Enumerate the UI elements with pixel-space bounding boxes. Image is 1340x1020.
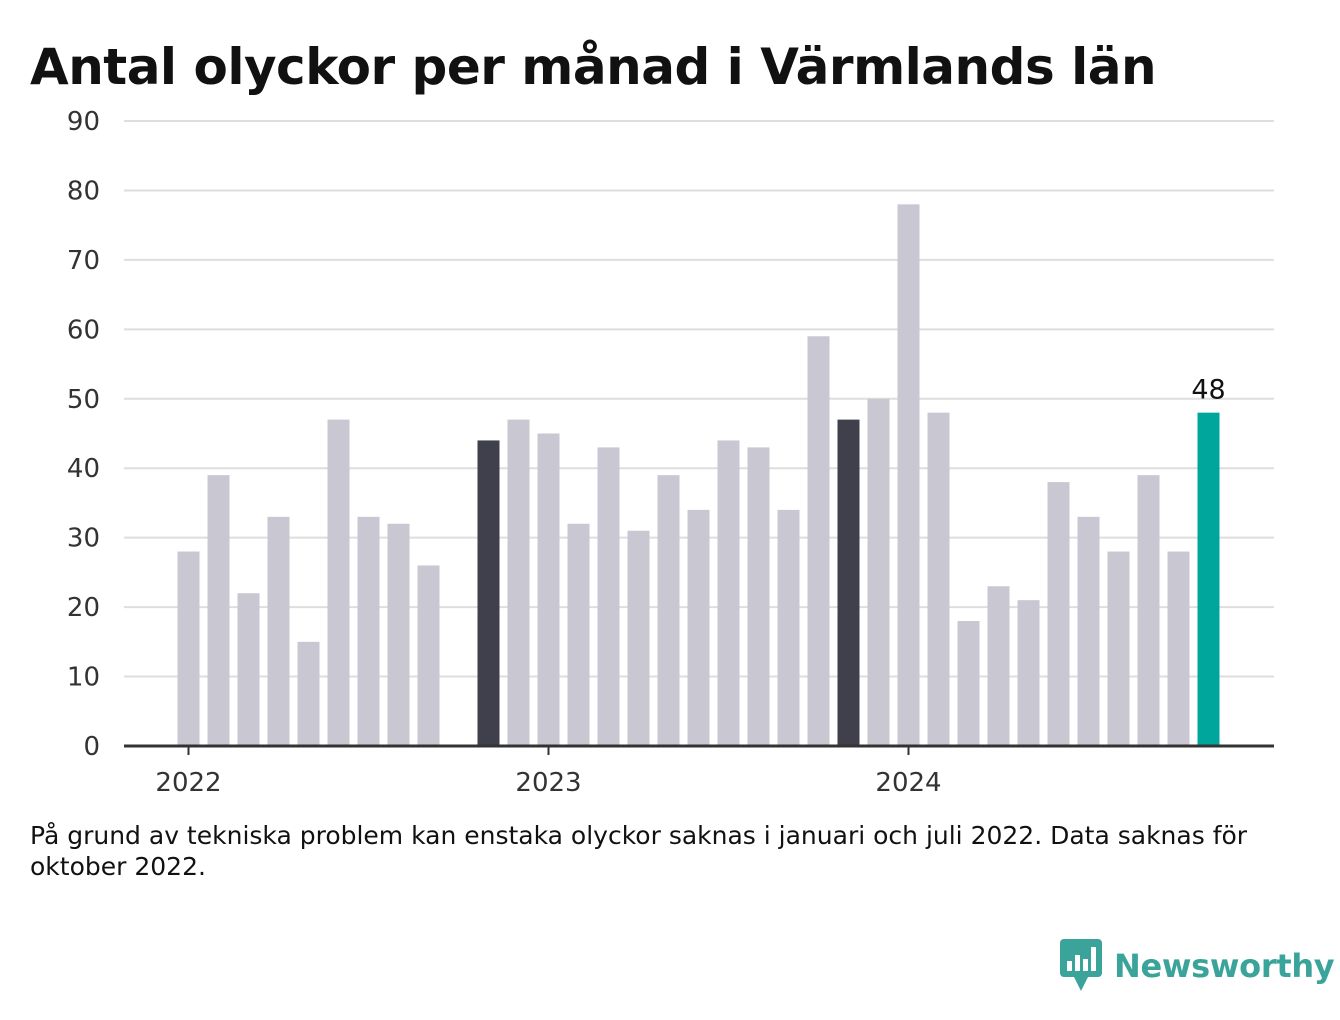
bar bbox=[537, 433, 560, 746]
bar bbox=[837, 419, 860, 746]
y-tick-label: 30 bbox=[67, 524, 100, 554]
bar bbox=[237, 593, 260, 746]
bar bbox=[807, 336, 830, 746]
bar bbox=[417, 565, 440, 746]
y-tick-label: 40 bbox=[67, 454, 100, 484]
bar bbox=[987, 586, 1010, 746]
bar bbox=[387, 523, 410, 746]
y-tick-label: 90 bbox=[67, 107, 100, 137]
data-label: 48 bbox=[1191, 375, 1225, 406]
y-tick-label: 0 bbox=[83, 732, 100, 762]
bar bbox=[777, 509, 800, 746]
bar bbox=[357, 516, 380, 746]
bar bbox=[297, 641, 320, 746]
bar bbox=[1017, 600, 1040, 746]
bar bbox=[1137, 475, 1160, 746]
bar bbox=[687, 509, 710, 746]
bar bbox=[897, 204, 920, 747]
y-tick-label: 20 bbox=[67, 593, 100, 623]
chart-title: Antal olyckor per månad i Värmlands län bbox=[30, 38, 1157, 96]
bar bbox=[1167, 551, 1190, 746]
y-tick-label: 50 bbox=[67, 385, 100, 415]
bar bbox=[657, 475, 680, 746]
bar bbox=[1197, 412, 1220, 746]
x-tick-label: 2023 bbox=[515, 768, 581, 798]
newsworthy-logo-icon bbox=[1060, 939, 1102, 991]
bar bbox=[1107, 551, 1130, 746]
bar bbox=[717, 440, 740, 746]
newsworthy-logo: Newsworthy bbox=[1060, 938, 1335, 994]
bar bbox=[957, 621, 980, 746]
brand-name: Newsworthy bbox=[1114, 947, 1335, 985]
bar bbox=[597, 447, 620, 746]
bar bbox=[747, 447, 770, 746]
bar bbox=[927, 412, 950, 746]
bar bbox=[507, 419, 530, 746]
bar bbox=[1047, 482, 1070, 746]
y-tick-label: 10 bbox=[67, 663, 100, 693]
bar bbox=[867, 398, 890, 746]
bar bbox=[267, 516, 290, 746]
y-tick-label: 80 bbox=[67, 176, 100, 206]
bar bbox=[567, 523, 590, 746]
bar bbox=[177, 551, 200, 746]
bar bbox=[327, 419, 350, 746]
bar bbox=[207, 475, 230, 746]
x-tick-label: 2024 bbox=[875, 768, 941, 798]
y-tick-label: 70 bbox=[67, 246, 100, 276]
bar bbox=[627, 530, 650, 746]
x-tick-label: 2022 bbox=[155, 768, 221, 798]
bar-chart: 0 10 20 30 40 50 60 70 80 90 2022 2023 2024 48 bbox=[67, 107, 1274, 798]
bar bbox=[477, 440, 500, 746]
footnote: På grund av tekniska problem kan enstaka… bbox=[30, 821, 1248, 881]
y-tick-label: 60 bbox=[67, 315, 100, 345]
bar bbox=[1077, 516, 1100, 746]
